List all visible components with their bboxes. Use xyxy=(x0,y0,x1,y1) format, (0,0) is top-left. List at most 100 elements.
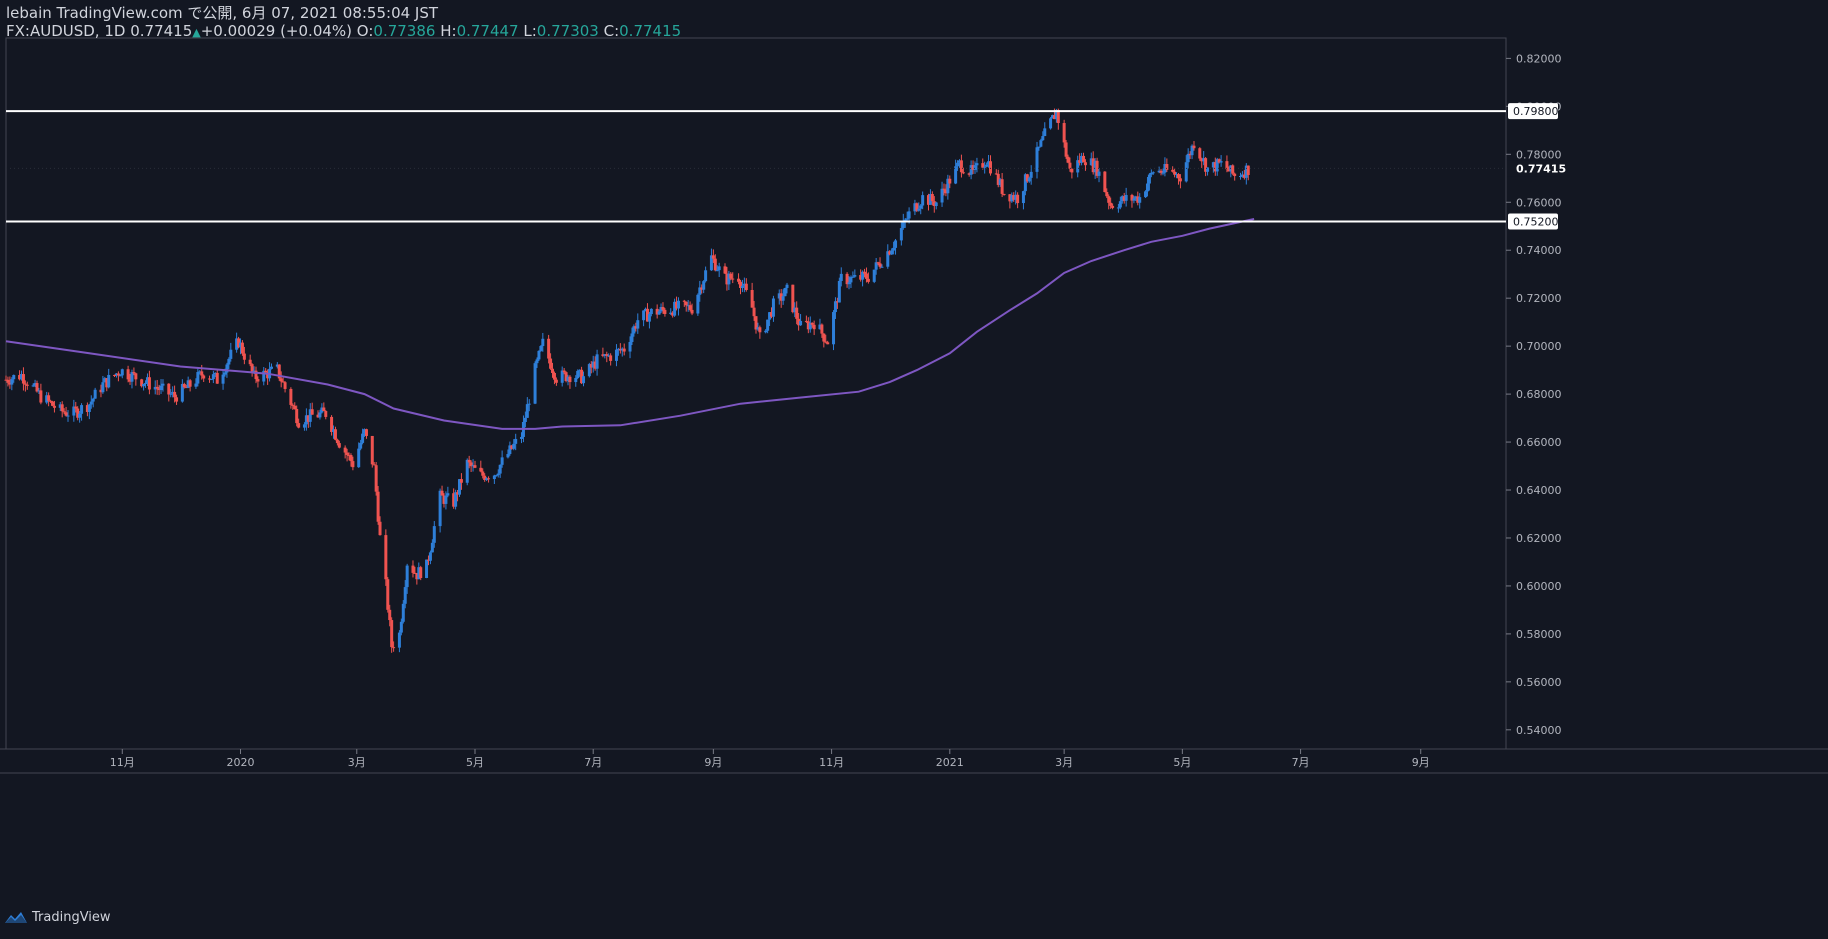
candle-body xyxy=(144,382,148,384)
y-tick-label: 0.62000 xyxy=(1516,532,1562,545)
candle-body xyxy=(566,376,570,382)
candle-body xyxy=(740,285,744,288)
candle-body xyxy=(283,382,287,389)
moving-average-line xyxy=(5,218,1255,430)
candle-body xyxy=(713,258,717,271)
candle-body xyxy=(944,189,948,194)
candle-body xyxy=(1225,161,1229,170)
candle-body xyxy=(549,358,553,369)
y-tick-label: 0.82000 xyxy=(1516,52,1562,65)
candle-body xyxy=(347,454,351,456)
candle-body xyxy=(277,364,281,379)
candle-body xyxy=(826,342,830,345)
candle-body xyxy=(469,462,473,467)
candle-body xyxy=(508,445,512,455)
candle-body xyxy=(21,374,25,384)
candle-body xyxy=(878,263,882,267)
candle-body xyxy=(1233,173,1237,177)
candle-body xyxy=(302,424,306,428)
candle-body xyxy=(946,178,950,194)
candle-body xyxy=(444,495,448,504)
candle-body xyxy=(390,620,394,648)
candle-body xyxy=(525,404,529,418)
candle-body xyxy=(644,308,648,311)
candle-body xyxy=(454,492,458,507)
candle-body xyxy=(452,493,456,507)
candle-body xyxy=(682,300,686,302)
candle-body xyxy=(822,333,826,342)
candle-body xyxy=(384,535,388,580)
candle-body xyxy=(771,298,775,317)
candle-body xyxy=(10,379,14,385)
candle-body xyxy=(297,423,301,428)
candle-body xyxy=(167,383,171,395)
y-tick-label: 0.56000 xyxy=(1516,676,1562,689)
candle-body xyxy=(180,383,184,402)
x-tick-label: 11月 xyxy=(110,756,135,769)
candle-body xyxy=(1000,179,1004,194)
candle-body xyxy=(890,250,894,255)
candle-body xyxy=(1244,165,1248,178)
candle-body xyxy=(1002,193,1006,195)
candle-body xyxy=(487,478,491,480)
candle-body xyxy=(207,378,211,380)
candle-body xyxy=(863,271,867,274)
candle-body xyxy=(64,412,68,416)
candle-body xyxy=(498,464,502,474)
candle-body xyxy=(39,390,43,403)
candle-body xyxy=(1041,136,1045,141)
price-change: +0.00029 (+0.04%) xyxy=(200,22,353,40)
candle-body xyxy=(335,439,339,444)
y-tick-label: 0.54000 xyxy=(1516,724,1562,737)
candle-body xyxy=(582,376,586,384)
candle-body xyxy=(413,572,417,574)
candle-body xyxy=(188,380,192,387)
candle-body xyxy=(603,354,607,356)
candle-body xyxy=(723,266,727,274)
candle-body xyxy=(919,205,923,209)
candle-body xyxy=(647,314,651,322)
candle-body xyxy=(182,383,186,388)
candle-body xyxy=(1231,165,1235,174)
x-tick-label: 9月 xyxy=(704,756,722,769)
candle-body xyxy=(754,316,758,330)
candle-body xyxy=(727,273,731,285)
candle-body xyxy=(262,370,266,382)
candle-body xyxy=(932,201,936,207)
candle-body xyxy=(820,324,824,334)
candle-body xyxy=(512,443,516,449)
candle-body xyxy=(492,475,496,480)
candle-body xyxy=(663,309,667,314)
footer-brand[interactable]: TradingView xyxy=(4,910,111,925)
candle-body xyxy=(1215,159,1219,172)
candle-body xyxy=(913,203,917,212)
ohlc-line: FX:AUDUSD, 1D 0.77415▲+0.00029 (+0.04%) … xyxy=(6,22,681,42)
candle-body xyxy=(888,251,892,255)
candle-body xyxy=(1078,160,1082,163)
candle-body xyxy=(225,364,229,373)
candle-body xyxy=(202,375,206,379)
candle-body xyxy=(238,342,242,348)
y-tick-label: 0.72000 xyxy=(1516,292,1562,305)
candle-body xyxy=(361,433,365,443)
candle-body xyxy=(1198,148,1202,159)
candle-body xyxy=(587,364,591,377)
candle-body xyxy=(1161,172,1165,174)
candle-body xyxy=(605,354,609,356)
candle-body xyxy=(645,308,649,322)
candle-body xyxy=(1064,142,1068,157)
candle-body xyxy=(430,542,434,553)
candle-body xyxy=(264,370,268,373)
candle-body xyxy=(1068,162,1072,169)
candle-body xyxy=(388,609,392,621)
candle-body xyxy=(175,397,179,402)
candle-body xyxy=(1213,162,1217,172)
candle-body xyxy=(632,326,636,334)
candle-body xyxy=(248,359,252,365)
candle-body xyxy=(1035,147,1039,172)
candle-body xyxy=(1173,171,1177,175)
candle-body xyxy=(1014,194,1018,200)
candle-body xyxy=(467,459,471,463)
candle-body xyxy=(1054,109,1058,120)
